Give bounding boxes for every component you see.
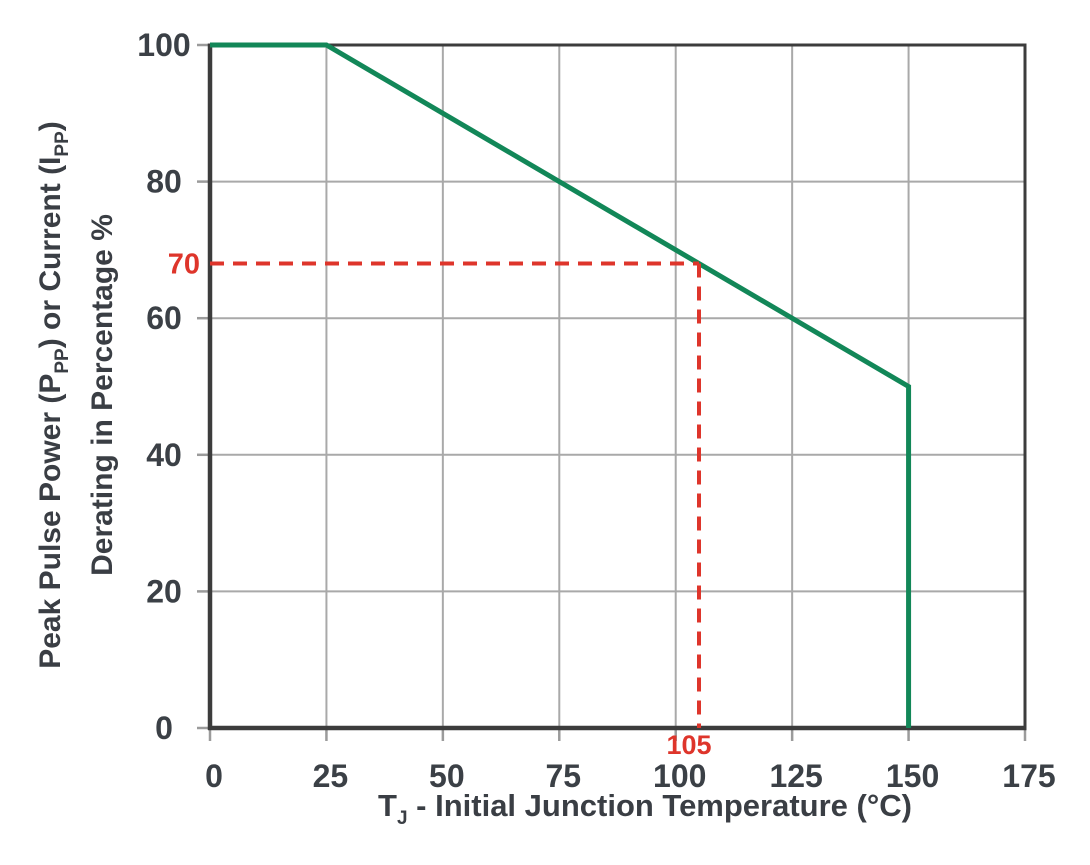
tick-label-y-60: 60 (146, 300, 182, 336)
tick-label-y-80: 80 (146, 164, 182, 200)
tick-label-y-40: 40 (146, 437, 182, 473)
tick-label-x-25: 25 (313, 758, 349, 794)
guide-x-value-label: 105 (666, 730, 711, 760)
tick-label-y-20: 20 (146, 573, 182, 609)
tick-label-x-150: 150 (886, 758, 939, 794)
y-axis-title-line2: Derating in Percentage % (86, 214, 119, 576)
tick-label-y-0: 0 (155, 710, 173, 746)
tick-label-x-0: 0 (205, 758, 223, 794)
tick-label-x-125: 125 (769, 758, 822, 794)
tick-label-x-175: 175 (1002, 758, 1055, 794)
guide-y-value-label: 70 (168, 249, 200, 281)
derating-curve (210, 42, 912, 728)
tick-label-x-75: 75 (545, 758, 581, 794)
x-axis-title: TJ - Initial Junction Temperature (°C) (378, 788, 912, 829)
tick-label-x-50: 50 (429, 758, 465, 794)
tick-label-y-100: 100 (137, 27, 190, 63)
tick-label-x-100: 100 (653, 758, 706, 794)
plot-frame (208, 43, 1027, 730)
y-axis-title-line1: Peak Pulse Power (PPP) or Current (IPP) (34, 121, 73, 669)
